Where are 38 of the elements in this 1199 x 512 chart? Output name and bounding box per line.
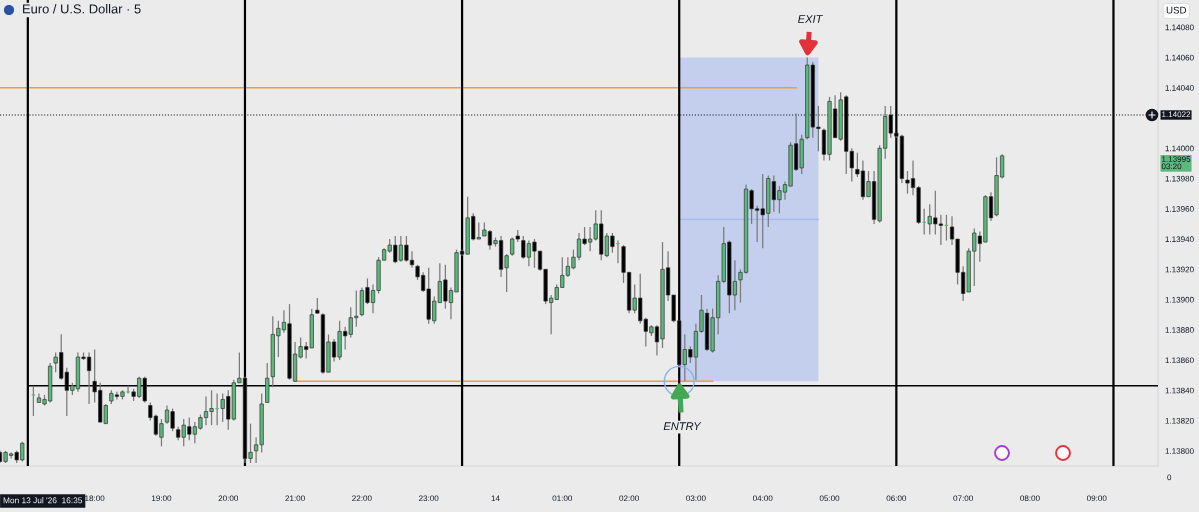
text: 0 bbox=[1167, 474, 1172, 481]
x-tick-label: 07:00 bbox=[953, 495, 973, 502]
x-tick-label: 22:00 bbox=[352, 495, 372, 502]
y-tick-label: 1.14000 bbox=[1165, 145, 1194, 152]
x-tick-label: 06:00 bbox=[886, 495, 907, 502]
x-tick-label: 05:00 bbox=[819, 495, 840, 502]
y-tick-label: 1.13880 bbox=[1165, 327, 1194, 333]
y-tick-label: 1.14080 bbox=[1165, 24, 1194, 31]
x-tick-label: 21:00 bbox=[285, 495, 305, 502]
y-tick-label: 1.13940 bbox=[1165, 236, 1194, 243]
x-tick-label: 23:00 bbox=[419, 495, 439, 502]
y-tick-label: 1.13960 bbox=[1165, 206, 1194, 212]
y-tick-label: 1.13800 bbox=[1165, 448, 1194, 454]
text: USD bbox=[1166, 6, 1187, 14]
x-tick-label: 04:00 bbox=[752, 495, 773, 502]
x-tick-label: 01:00 bbox=[552, 495, 573, 502]
ref-line-label: 1.14022 bbox=[1162, 111, 1191, 118]
text: Mon 13 Jul '26 16:35 bbox=[3, 497, 83, 504]
x-tick-label: 14 bbox=[491, 495, 500, 501]
y-tick-label: 1.13840 bbox=[1165, 387, 1194, 394]
y-tick-label: 1.13860 bbox=[1165, 357, 1194, 364]
y-tick-label: 1.13820 bbox=[1165, 417, 1194, 424]
x-tick-label: 09:00 bbox=[1087, 495, 1107, 502]
y-tick-label: 1.13980 bbox=[1165, 175, 1194, 182]
annotation: ENTRY bbox=[663, 422, 702, 430]
x-tick-label: 08:00 bbox=[1020, 495, 1040, 502]
x-tick-label: 02:00 bbox=[619, 495, 639, 502]
y-tick-label: 1.14060 bbox=[1165, 54, 1194, 61]
chart-title: Euro / U.S. Dollar · 5 bbox=[23, 3, 141, 14]
x-tick-label: 20:00 bbox=[218, 495, 239, 502]
y-tick-label: 1.13920 bbox=[1165, 266, 1194, 273]
x-tick-label: 18:00 bbox=[85, 495, 105, 502]
y-tick-label: 1.13900 bbox=[1165, 296, 1194, 303]
text: 1.13995 03:20 bbox=[1161, 156, 1191, 170]
x-tick-label: 03:00 bbox=[686, 495, 706, 502]
y-tick-label: 1.14040 bbox=[1165, 85, 1194, 91]
x-tick-label: 19:00 bbox=[151, 495, 172, 502]
annotation: EXIT bbox=[798, 15, 824, 23]
